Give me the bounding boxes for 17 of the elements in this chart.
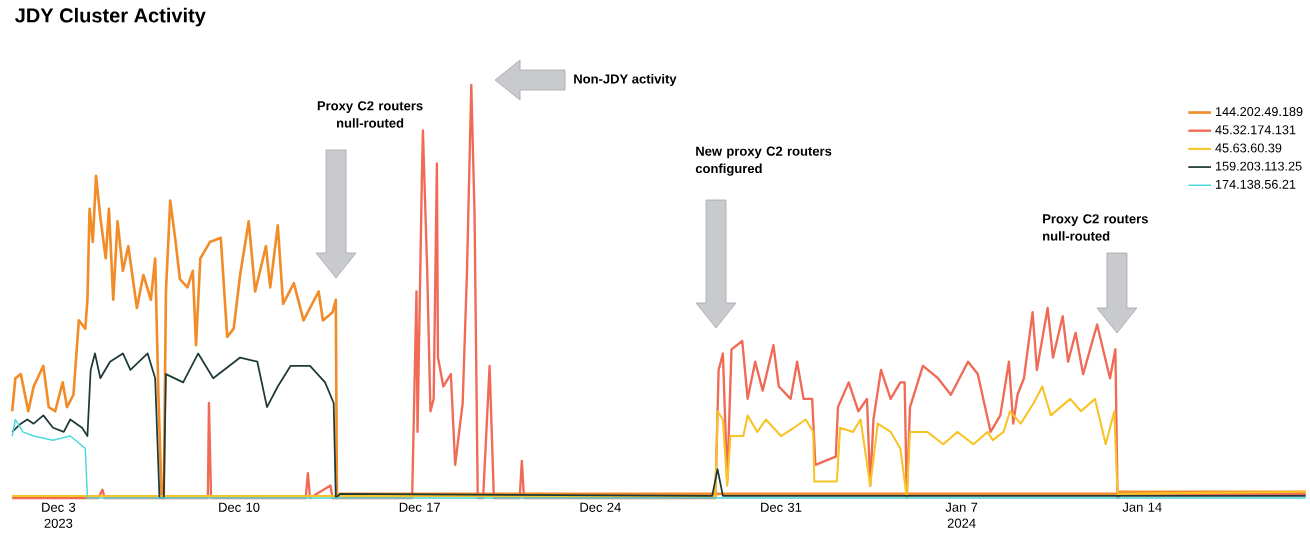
x-tick-label: Dec 31: [761, 502, 802, 512]
annotation: Proxy C2 routers null-routed: [317, 101, 423, 128]
legend-label: 159.203.113.25: [1215, 161, 1302, 171]
annotation: Non-JDY activity: [574, 73, 677, 87]
x-tick-label: Dec 10: [219, 502, 260, 512]
annotation: Proxy C2 routers null-routed: [1043, 214, 1148, 241]
x-tick-label: Dec 17: [399, 502, 440, 512]
legend-label: 45.32.174.131: [1215, 125, 1296, 135]
x-tick-label: Jan 14: [1122, 502, 1162, 512]
x-tick-label: Dec 3 2023: [42, 502, 76, 528]
annotation: New proxy C2 routers configured: [695, 146, 832, 176]
legend-label: 144.202.49.189: [1215, 107, 1303, 117]
chart-title: JDY Cluster Activity: [15, 7, 206, 27]
x-tick-label: Dec 24: [580, 502, 621, 512]
legend-label: 174.138.56.21: [1215, 179, 1296, 189]
legend-label: 45.63.60.39: [1215, 143, 1282, 153]
x-tick-label: Jan 7 2024: [945, 502, 978, 528]
